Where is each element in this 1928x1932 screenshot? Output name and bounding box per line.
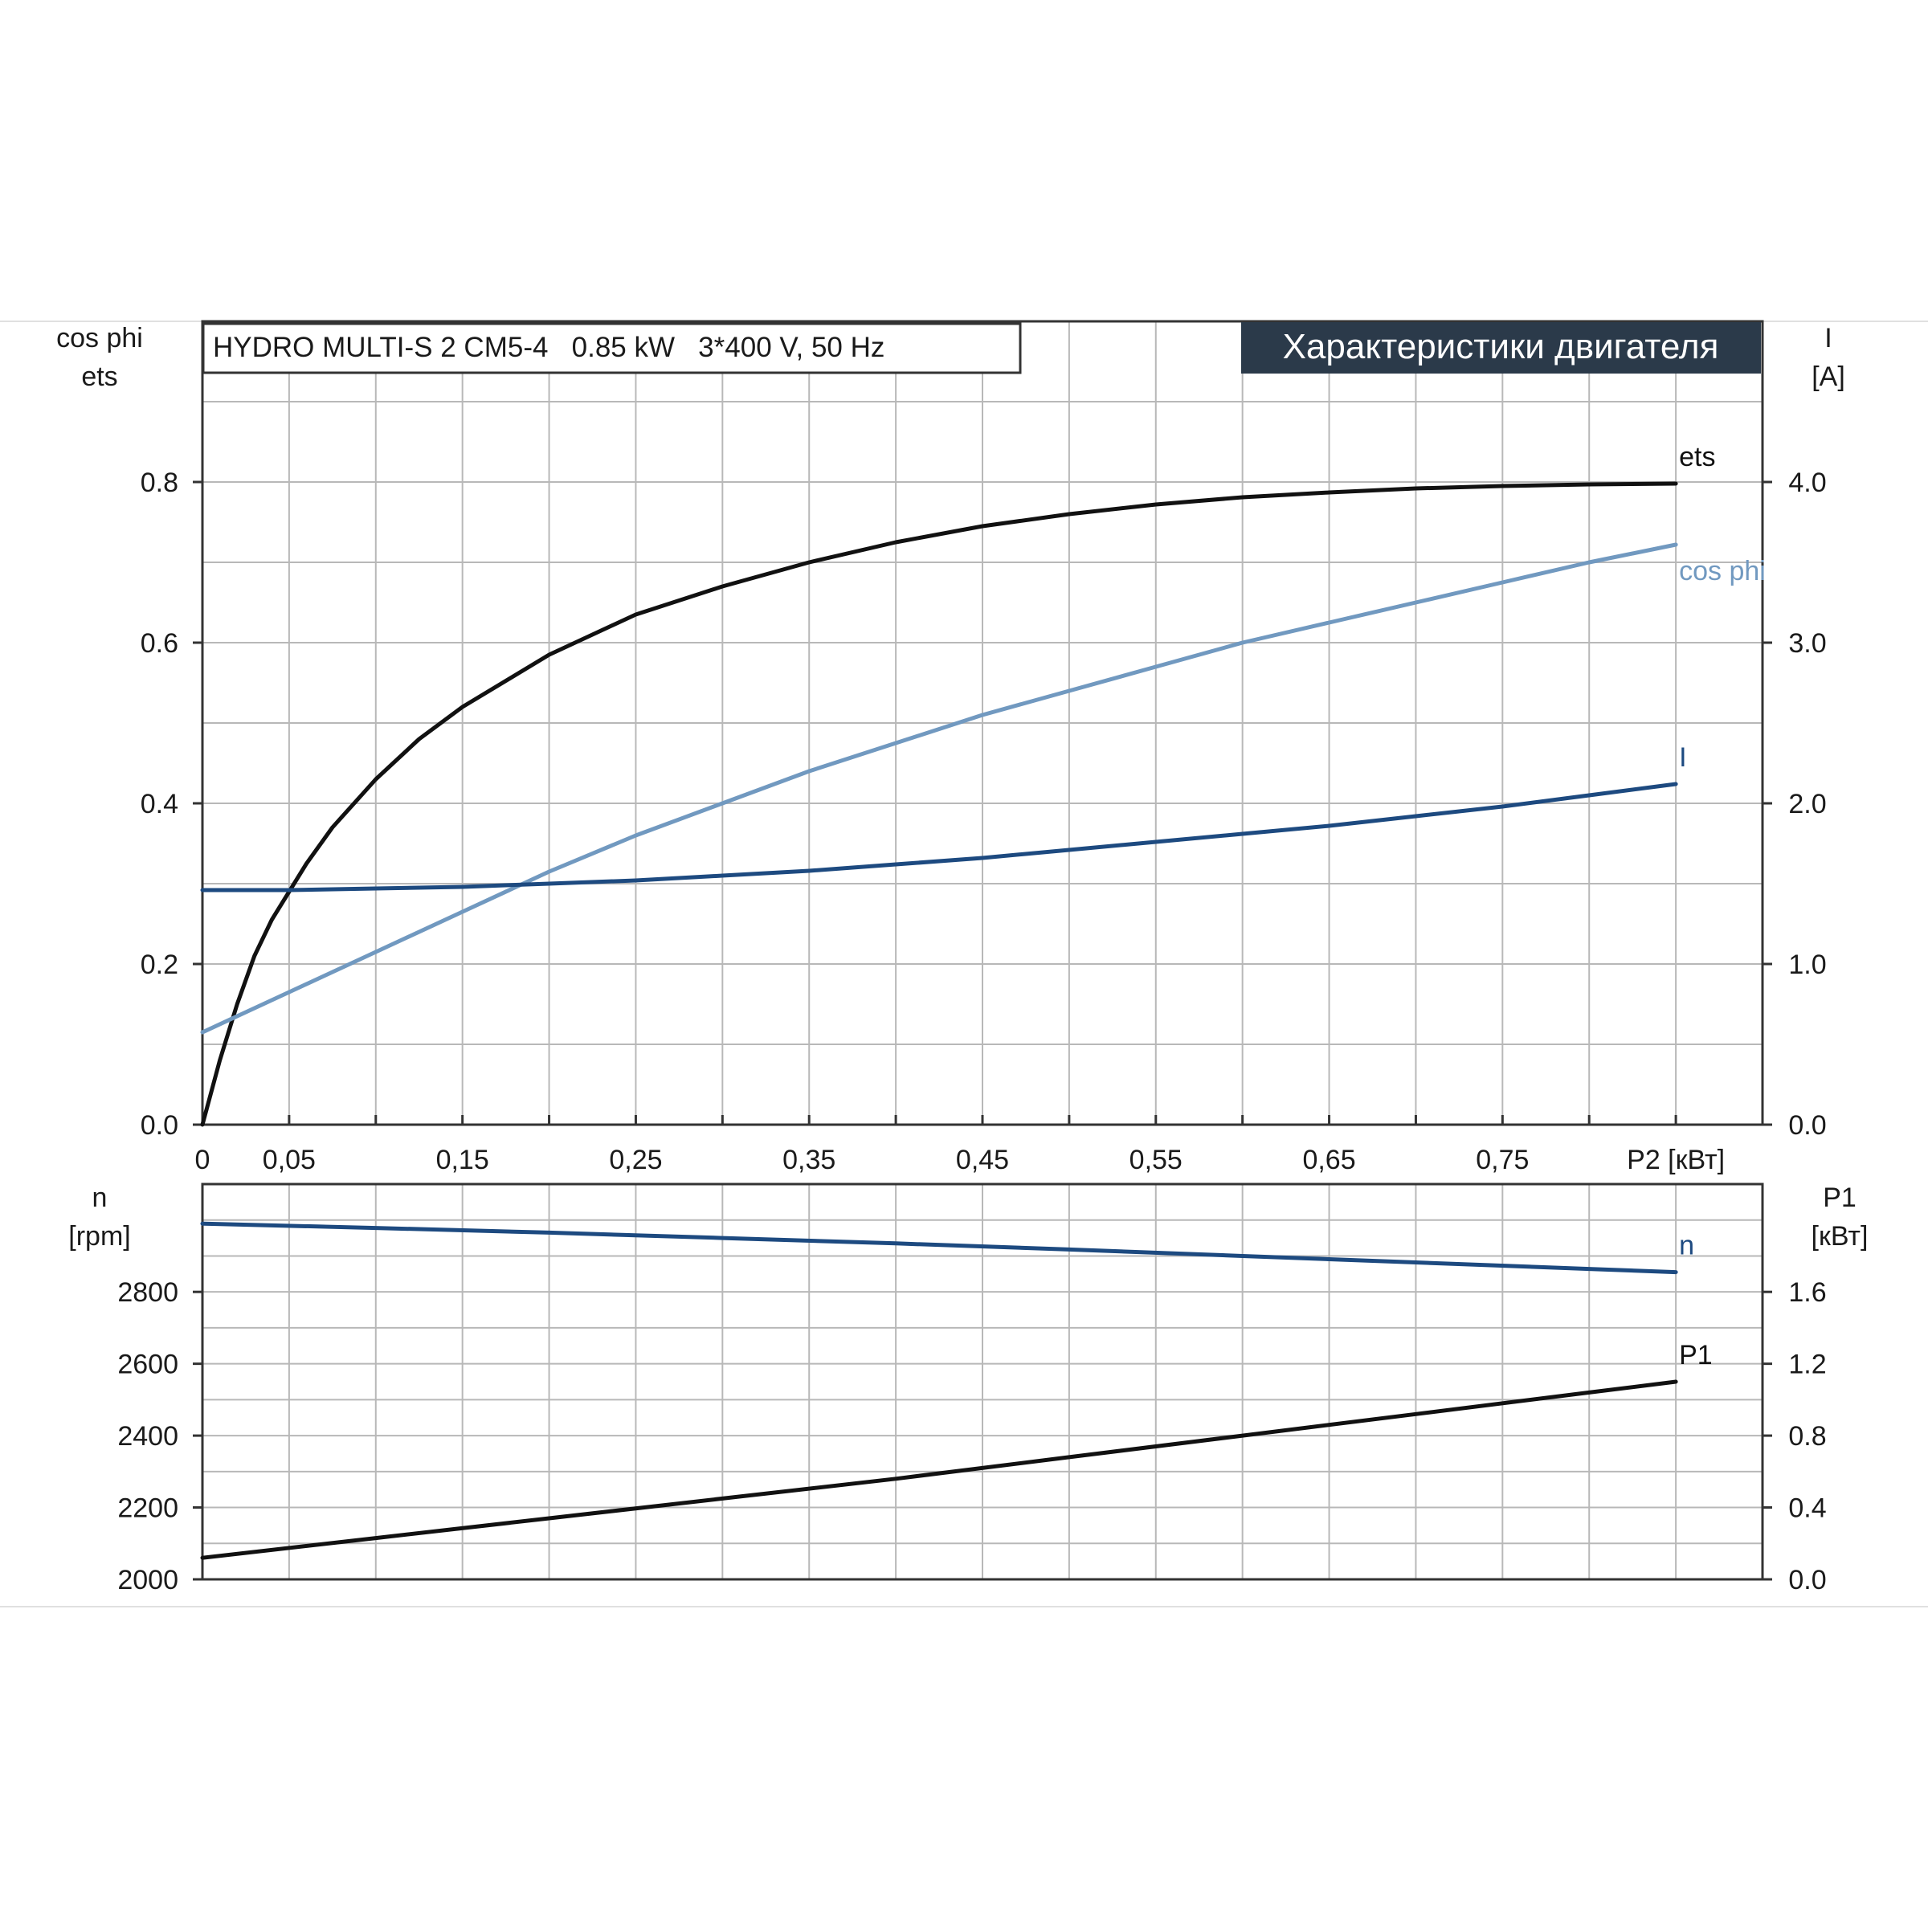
series-line-n	[200, 1221, 1678, 1275]
left-tick-label: 0.6	[141, 628, 178, 659]
series-label-n: n	[1679, 1231, 1694, 1261]
left-tick-label: 2200	[117, 1493, 178, 1524]
right-axis-title: [A]	[1812, 361, 1845, 392]
chart-title-box	[1241, 322, 1761, 374]
series-line-ets	[200, 481, 1678, 1127]
left-axis-title: cos phi	[56, 323, 143, 353]
left-axis-title: ets	[81, 361, 117, 392]
series-line-cos-phi	[200, 542, 1678, 1035]
left-axis-title: n	[92, 1182, 108, 1213]
series-label-p1: P1	[1679, 1340, 1713, 1370]
series-line-i	[200, 782, 1678, 892]
series-line-p1	[200, 1379, 1678, 1560]
x-axis-title: P2 [кВт]	[1627, 1145, 1725, 1175]
x-tick-label: 0,05	[263, 1145, 316, 1175]
left-axis-title: [rpm]	[68, 1221, 130, 1252]
right-tick-label: 0.0	[1788, 1565, 1826, 1595]
model-label: HYDRO MULTI-S 2 CM5-4 0.85 kW 3*400 V, 5…	[213, 332, 884, 363]
chart-header: HYDRO MULTI-S 2 CM5-4 0.85 kW 3*400 V, 5…	[202, 322, 1761, 374]
x-tick-label: 0,15	[436, 1145, 489, 1175]
left-tick-label: 2800	[117, 1277, 178, 1308]
series-label-ets: ets	[1679, 442, 1715, 472]
x-tick-label: 0	[195, 1145, 210, 1175]
plot-frame	[201, 1182, 1764, 1581]
top-panel: 0.0 0.2 0.4 0.6 0.8 0.0 1.0 2.0 3.0 4.0 cos phi ets…	[56, 320, 1845, 1175]
chart-title: Характеристики двигателя	[1283, 327, 1719, 366]
right-tick-label: 0.8	[1788, 1421, 1826, 1452]
left-tick-label: 2000	[117, 1565, 178, 1595]
right-axis-title: P1	[1823, 1182, 1857, 1213]
x-tick-label: 0,75	[1476, 1145, 1529, 1175]
right-tick-label: 0.0	[1788, 1110, 1826, 1141]
x-tick-label: 0,65	[1302, 1145, 1355, 1175]
right-tick-label: 2.0	[1788, 789, 1826, 819]
right-tick-label: 0.4	[1788, 1493, 1826, 1524]
right-tick-label: 4.0	[1788, 468, 1826, 498]
left-tick-label: 2600	[117, 1350, 178, 1380]
left-tick-label: 0.8	[141, 468, 178, 498]
x-tick-label: 0,25	[609, 1145, 662, 1175]
series-label-i: I	[1679, 742, 1686, 773]
x-tick-label: 0,55	[1129, 1145, 1183, 1175]
left-tick-label: 0.4	[141, 789, 178, 819]
bottom-panel: 2000 2200 2400 2600 2800 0.0 0.4 0.8 1.2 1.6 n [rpm…	[68, 1182, 1868, 1595]
right-axis-title: [кВт]	[1812, 1221, 1869, 1252]
right-axis-title: I	[1824, 323, 1832, 353]
right-tick-label: 1.0	[1788, 950, 1826, 980]
left-tick-label: 0.2	[141, 950, 178, 980]
series-label-cos-phi: cos phi	[1679, 556, 1766, 586]
right-tick-label: 1.2	[1788, 1350, 1826, 1380]
right-tick-label: 3.0	[1788, 628, 1826, 659]
model-label-box	[202, 322, 1022, 374]
x-tick-label: 0,35	[782, 1145, 835, 1175]
x-tick-label: 0,45	[956, 1145, 1009, 1175]
left-tick-label: 0.0	[141, 1110, 178, 1141]
right-tick-label: 1.6	[1788, 1277, 1826, 1308]
left-tick-label: 2400	[117, 1421, 178, 1452]
